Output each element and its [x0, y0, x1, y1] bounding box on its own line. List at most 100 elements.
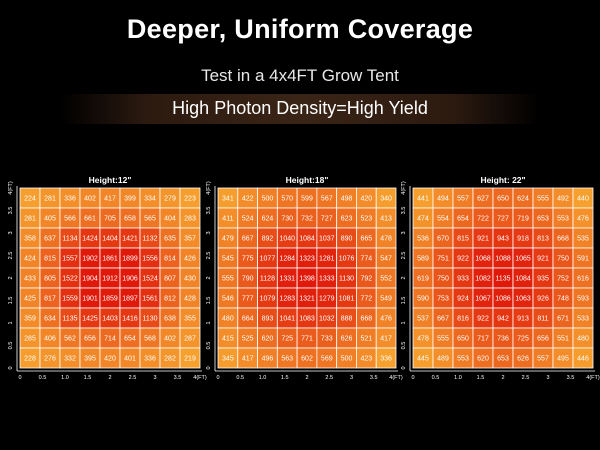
cell-value: 922 — [457, 256, 469, 263]
cell-value: 620 — [262, 336, 274, 343]
cell-value: 774 — [360, 256, 372, 263]
cell-value: 476 — [577, 216, 589, 223]
x-tick-label: 4(FT) — [586, 375, 600, 381]
cell-value: 792 — [360, 276, 372, 283]
x-tick-label: 0.5 — [432, 375, 440, 381]
cell-value: 285 — [24, 336, 36, 343]
y-tick-label: 1 — [8, 321, 14, 324]
x-tick-label: 3.5 — [174, 375, 182, 381]
cell-value: 1323 — [299, 256, 315, 263]
cell-value: 537 — [417, 316, 429, 323]
heatmap-title: Height:18" — [286, 175, 329, 185]
heatmap-title: Height: 22" — [480, 175, 525, 185]
cell-value: 283 — [184, 216, 196, 223]
cell-value: 480 — [222, 316, 234, 323]
cell-value: 1076 — [339, 256, 355, 263]
cell-value: 1561 — [142, 296, 158, 303]
cell-value: 1135 — [62, 316, 77, 323]
y-tick-label: 4(FT) — [401, 181, 407, 195]
cell-value: 589 — [417, 256, 429, 263]
cell-value: 406 — [44, 336, 56, 343]
cell-value: 893 — [262, 316, 274, 323]
cell-value: 402 — [164, 336, 176, 343]
heatmap-panel-2: Height:18" 341 422 500 570 599 567 498 420 340 411… — [206, 175, 403, 381]
cell-value: 282 — [164, 356, 176, 363]
cell-value: 1403 — [102, 316, 118, 323]
cell-value: 489 — [437, 356, 449, 363]
x-tick-label: 2.5 — [325, 375, 333, 381]
cell-value: 1901 — [82, 296, 98, 303]
y-tick-label: 3 — [401, 231, 407, 234]
cell-value: 500 — [341, 356, 353, 363]
cell-value: 535 — [577, 236, 589, 243]
cell-value: 892 — [262, 236, 274, 243]
cell-value: 593 — [577, 296, 589, 303]
cell-value: 626 — [517, 356, 529, 363]
cell-value: 411 — [222, 216, 233, 223]
cell-value: 627 — [477, 196, 489, 203]
cell-value: 336 — [64, 196, 76, 203]
cell-value: 555 — [537, 196, 549, 203]
y-tick-label: 3.5 — [8, 207, 14, 215]
cell-value: 658 — [124, 216, 136, 223]
cell-value: 671 — [557, 316, 569, 323]
cell-value: 637 — [44, 236, 56, 243]
cell-value: 705 — [104, 216, 116, 223]
cell-value: 814 — [164, 256, 176, 263]
x-tick-label: 3 — [546, 375, 549, 381]
cell-value: 619 — [417, 276, 429, 283]
x-tick-label: 0 — [216, 375, 219, 381]
cell-value: 415 — [222, 336, 234, 343]
cell-value: 753 — [437, 296, 449, 303]
cell-value: 722 — [477, 216, 489, 223]
cell-value: 623 — [341, 216, 353, 223]
cell-value: 1404 — [102, 236, 118, 243]
cell-value: 552 — [380, 276, 392, 283]
y-tick-label: 3 — [206, 231, 212, 234]
cell-value: 599 — [301, 196, 313, 203]
cell-value: 332 — [64, 356, 76, 363]
x-tick-label: 0.5 — [39, 375, 47, 381]
cell-value: 219 — [184, 356, 196, 363]
cell-value: 336 — [380, 356, 392, 363]
cell-value: 654 — [124, 336, 136, 343]
x-tick-label: 2.5 — [522, 375, 530, 381]
cell-value: 224 — [24, 196, 36, 203]
cell-value: 1899 — [122, 256, 138, 263]
cell-value: 336 — [144, 356, 156, 363]
cell-value: 1088 — [495, 256, 511, 263]
y-tick-label: 2 — [206, 276, 212, 279]
heatmap-charts: Height:12"224 281 336 402 417 399 334 279 223281… — [8, 175, 600, 381]
cell-value: 1912 — [102, 276, 118, 283]
cell-value: 565 — [144, 216, 156, 223]
cell-value: 771 — [301, 336, 313, 343]
y-tick-label: 0.5 — [401, 342, 407, 350]
cell-value: 719 — [517, 216, 529, 223]
cell-value: 935 — [537, 276, 549, 283]
cell-value: 496 — [262, 356, 274, 363]
cell-value: 638 — [164, 316, 176, 323]
cell-value: 1321 — [299, 296, 315, 303]
heatmap-title: Height:12" — [89, 175, 132, 185]
cell-value: 1128 — [260, 276, 275, 283]
cell-value: 921 — [477, 236, 489, 243]
cell-value: 665 — [360, 236, 372, 243]
cell-value: 281 — [44, 196, 56, 203]
cell-value: 815 — [457, 236, 469, 243]
cell-value: 345 — [222, 356, 234, 363]
x-tick-label: 1.0 — [61, 375, 69, 381]
cell-value: 498 — [341, 196, 353, 203]
cell-value: 549 — [380, 296, 392, 303]
cell-value: 494 — [437, 196, 449, 203]
cell-value: 228 — [24, 356, 36, 363]
cell-value: 420 — [104, 356, 116, 363]
cell-value: 417 — [104, 196, 116, 203]
cell-value: 654 — [457, 216, 469, 223]
cell-value: 736 — [497, 336, 509, 343]
cell-value: 656 — [537, 336, 549, 343]
cell-value: 807 — [164, 276, 176, 283]
cell-value: 727 — [497, 216, 509, 223]
y-tick-label: 0.5 — [206, 342, 212, 350]
cell-value: 635 — [164, 236, 176, 243]
cell-value: 668 — [557, 236, 569, 243]
